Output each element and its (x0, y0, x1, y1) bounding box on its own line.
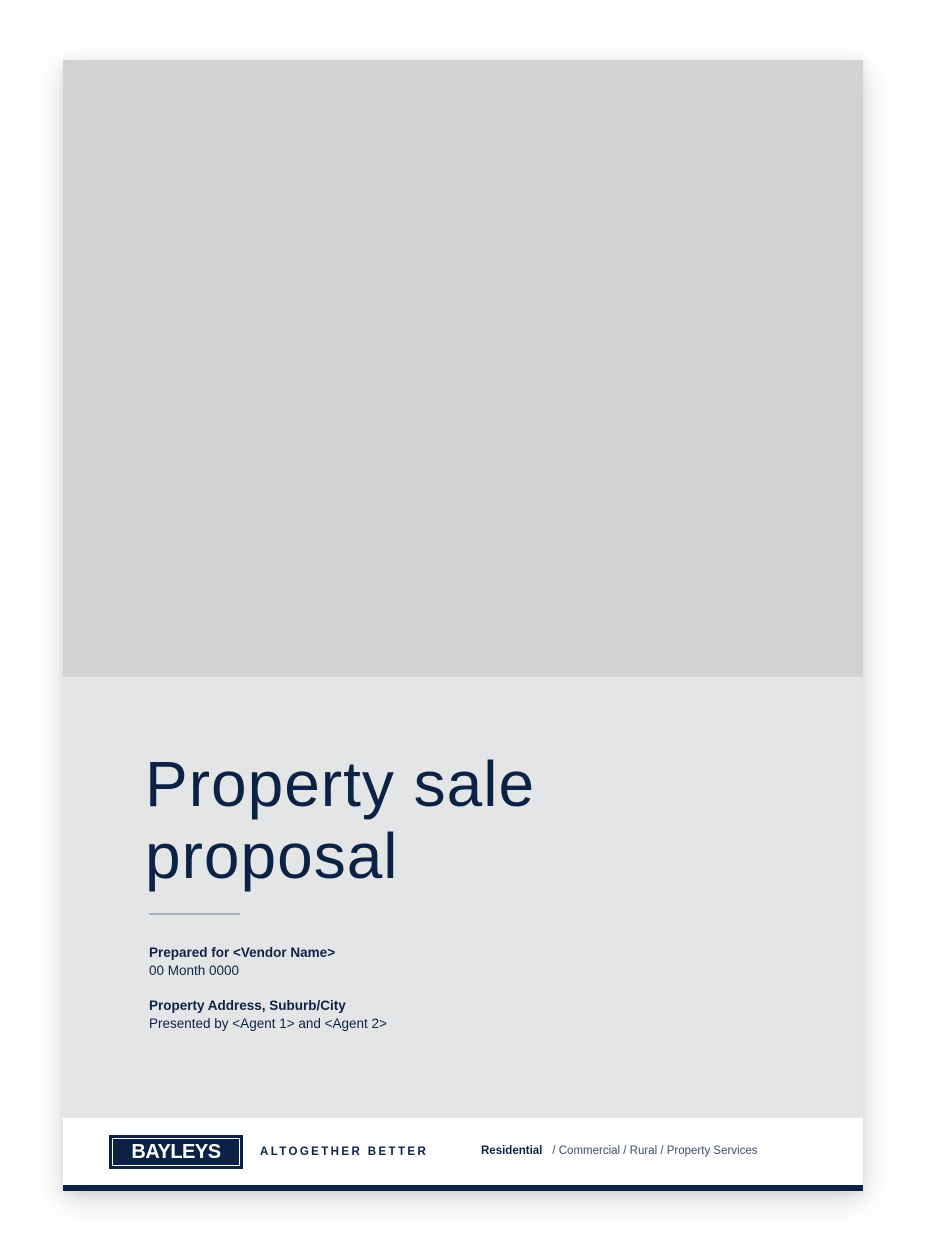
title-line-2: proposal (145, 820, 399, 892)
title-divider (149, 913, 240, 915)
division-others: / Commercial / Rural / Property Services (552, 1145, 758, 1157)
footer: BAYLEYS ALTOGETHER BETTER Residential / C… (63, 1118, 863, 1185)
bayleys-logo: BAYLEYS (109, 1135, 243, 1169)
title-line-1: Property sale (145, 748, 536, 820)
document-cover-page: Property sale proposal Prepared for <Ven… (63, 60, 863, 1191)
division-list: Residential / Commercial / Rural / Proper… (481, 1143, 758, 1159)
logo-text: BAYLEYS (131, 1141, 221, 1163)
property-block: Property Address, Suburb/City Presented … (149, 997, 387, 1033)
prepared-for-label: Prepared for <Vendor Name> (149, 945, 336, 960)
proposal-date: 00 Month 0000 (149, 963, 240, 978)
prepared-for-block: Prepared for <Vendor Name> 00 Month 0000 (149, 944, 335, 980)
logo-inner-border: BAYLEYS (112, 1138, 240, 1166)
division-residential: Residential (481, 1145, 543, 1157)
footer-bottom-bar (63, 1185, 863, 1191)
property-address: Property Address, Suburb/City (149, 998, 346, 1013)
hero-image-placeholder (63, 60, 863, 677)
brand-tagline: ALTOGETHER BETTER (260, 1146, 429, 1158)
document-title: Property sale proposal (145, 748, 535, 892)
presented-by: Presented by <Agent 1> and <Agent 2> (149, 1016, 387, 1031)
